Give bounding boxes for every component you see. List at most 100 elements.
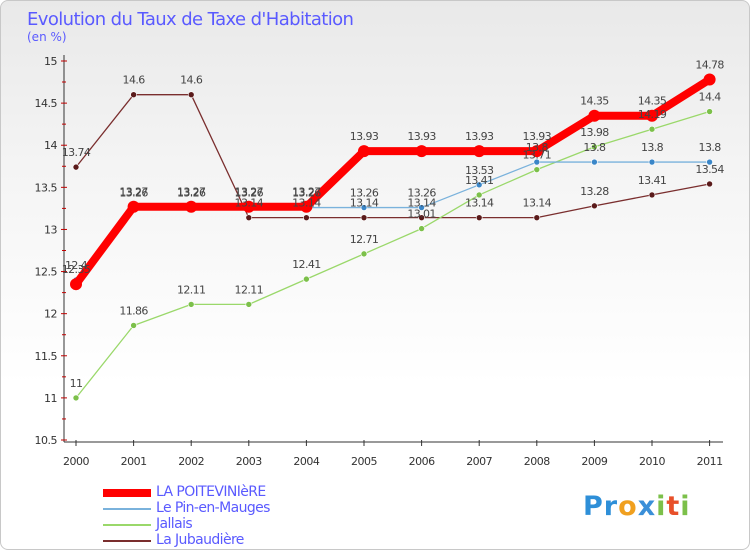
- data-point: [245, 214, 253, 221]
- data-label: 13.26: [292, 187, 321, 200]
- data-label: 13.93: [465, 130, 494, 143]
- data-point: [415, 145, 428, 158]
- data-label: 14.4: [699, 91, 722, 104]
- legend-item: Le Pin-en-Mauges: [99, 500, 359, 517]
- brand-letter: i: [656, 491, 667, 522]
- data-label: 13.53: [465, 164, 494, 177]
- data-label: 13.01: [407, 208, 436, 221]
- legend-item: LA POITEVINIèRE: [99, 484, 359, 501]
- data-label: 13.26: [177, 187, 206, 200]
- data-label: 13.27: [177, 186, 206, 199]
- y-tick-label: 10.5: [35, 434, 58, 447]
- data-label: 13.26: [235, 187, 264, 200]
- y-tick-label: 12: [44, 308, 57, 321]
- data-point: [473, 145, 486, 158]
- data-point: [70, 278, 82, 291]
- data-label: 11.86: [119, 304, 148, 317]
- brand-letter: P: [583, 491, 604, 522]
- legend-item: La Jubaudière: [99, 532, 359, 549]
- legend-swatch: [103, 489, 151, 497]
- data-label: 13.8: [526, 141, 549, 154]
- data-point: [475, 181, 483, 189]
- data-label: 13.14: [465, 197, 494, 210]
- y-tick-label: 15: [44, 55, 57, 68]
- data-label: 12.11: [177, 283, 206, 296]
- x-tick-label: 2010: [639, 455, 665, 468]
- x-tick-label: 2004: [293, 455, 319, 468]
- data-label: 13.8: [641, 141, 664, 154]
- x-tick-label: 2003: [236, 455, 262, 468]
- x-tick-label: 2001: [121, 455, 147, 468]
- data-point: [533, 214, 541, 221]
- data-label: 13.93: [523, 130, 552, 143]
- data-label: 13.41: [638, 174, 667, 187]
- data-label: 13.14: [235, 197, 264, 210]
- data-label: 11: [70, 377, 83, 390]
- data-point: [533, 166, 541, 173]
- data-point: [127, 200, 140, 213]
- data-point: [475, 214, 483, 221]
- data-label: 13.98: [580, 126, 609, 139]
- data-point: [187, 91, 195, 98]
- data-label: 13.27: [119, 186, 148, 199]
- data-label: 13.8: [699, 141, 722, 154]
- x-tick-label: 2006: [409, 455, 435, 468]
- data-label: 13.26: [119, 187, 148, 200]
- data-point: [706, 180, 713, 188]
- data-point: [360, 214, 368, 221]
- data-label: 13.71: [523, 149, 552, 162]
- series-line: [75, 94, 710, 219]
- series-layer: [70, 73, 716, 402]
- data-label: 13.14: [407, 197, 436, 210]
- data-label: 14.19: [638, 108, 667, 121]
- y-tick-label: 13.5: [35, 181, 58, 194]
- data-label: 12.11: [235, 283, 264, 296]
- data-point: [591, 158, 598, 166]
- x-tick-label: 2005: [351, 455, 377, 468]
- brand-letter: o: [618, 491, 638, 522]
- data-label: 13.26: [407, 187, 436, 200]
- legend-label: Le Pin-en-Mauges: [156, 500, 270, 516]
- data-label: 14.6: [180, 74, 203, 87]
- data-label: 14.78: [695, 59, 724, 72]
- brand-logo: Proxiti: [583, 491, 691, 522]
- y-tick-label: 11: [44, 392, 57, 405]
- data-point: [588, 109, 601, 122]
- data-point: [706, 108, 713, 115]
- chart-subtitle: (en %): [27, 30, 67, 44]
- data-label: 13.27: [292, 186, 321, 199]
- data-point: [300, 200, 313, 213]
- data-label: 13.54: [695, 163, 724, 176]
- x-tick-label: 2011: [697, 455, 723, 468]
- data-label: 12.35: [62, 263, 91, 276]
- data-point: [72, 394, 80, 402]
- data-label: 12.41: [292, 258, 321, 271]
- data-point: [303, 214, 310, 221]
- data-point: [648, 158, 656, 166]
- legend-swatch: [103, 524, 151, 526]
- data-point: [706, 158, 713, 166]
- legend-swatch: [103, 540, 151, 542]
- data-point: [245, 301, 253, 308]
- legend-swatch: [103, 508, 151, 510]
- x-tick-label: 2007: [466, 455, 492, 468]
- x-tick-label: 2008: [524, 455, 550, 468]
- data-label: 13.28: [580, 185, 609, 198]
- brand-letter: i: [680, 491, 691, 522]
- data-label: 13.26: [350, 187, 379, 200]
- x-tick-label: 2000: [63, 455, 89, 468]
- x-tick-label: 2009: [581, 455, 607, 468]
- legend-label: La Jubaudière: [156, 532, 244, 548]
- brand-letter: x: [637, 491, 657, 522]
- series-line: [75, 110, 710, 399]
- data-label: 13.14: [523, 197, 552, 210]
- brand-letter: t: [666, 491, 681, 522]
- data-point: [591, 202, 598, 210]
- data-point: [646, 109, 658, 122]
- chart-title: Evolution du Taux de Taxe d'Habitation: [27, 9, 353, 30]
- axes: 10.5 11 11.5 12 12.5 13 13.5 14 14.5 15 2000 2001 20…: [35, 55, 723, 468]
- data-point: [591, 143, 598, 151]
- data-label: 14.35: [580, 95, 609, 108]
- y-tick-label: 11.5: [35, 350, 58, 363]
